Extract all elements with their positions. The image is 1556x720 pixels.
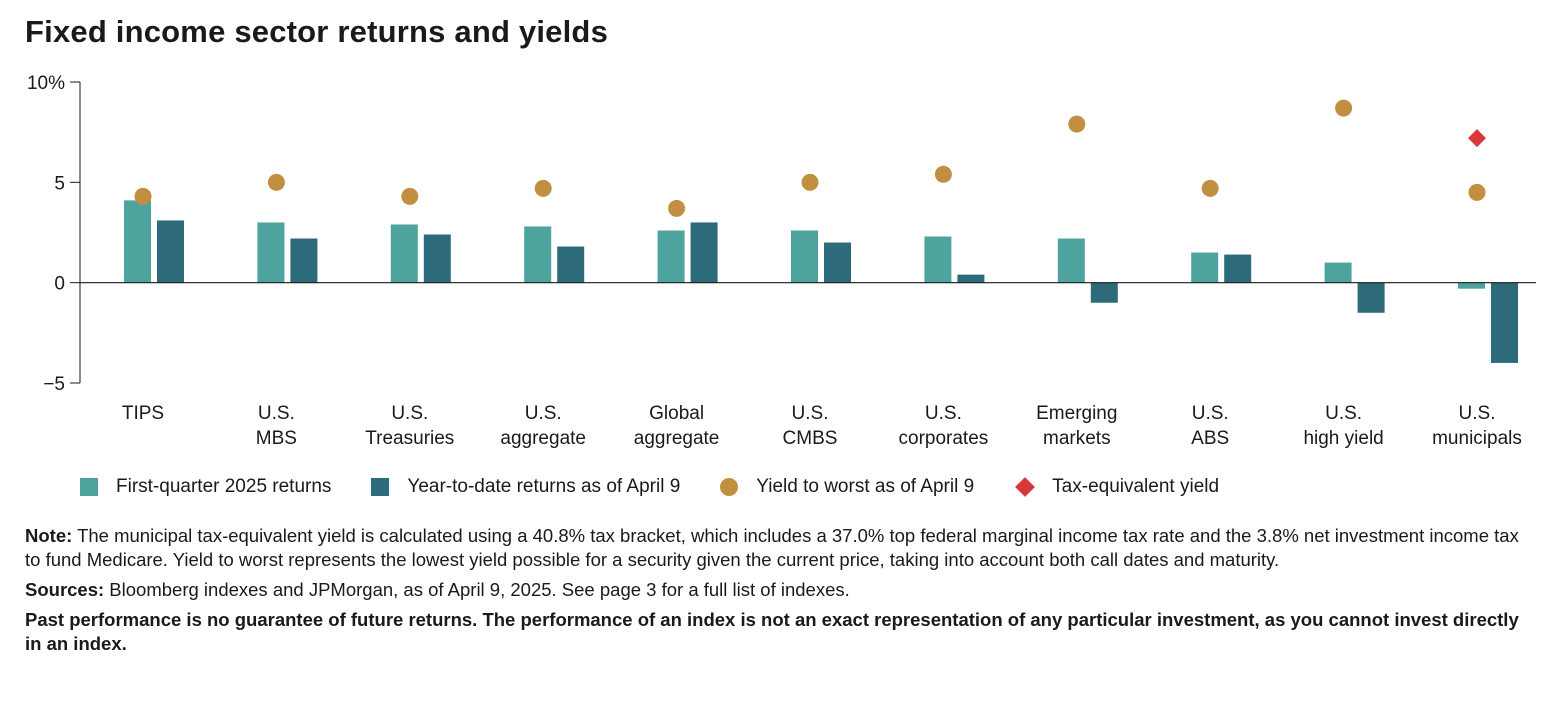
legend-swatch-q1 — [80, 478, 98, 496]
footnotes: Note: The municipal tax-equivalent yield… — [25, 524, 1525, 662]
note-text: The municipal tax-equivalent yield is ca… — [25, 525, 1519, 570]
legend-item-q1: First-quarter 2025 returns — [80, 476, 331, 498]
bar-ytd-returns — [157, 220, 184, 283]
y-tick-label: 0 — [54, 274, 65, 295]
point-yield-to-worst — [668, 199, 686, 217]
legend-swatch-ytd — [371, 478, 390, 496]
x-category-label: U.S. — [792, 403, 829, 424]
y-tick-label: −5 — [43, 374, 65, 395]
bar-ytd-returns — [1090, 282, 1118, 303]
point-yield-to-worst — [534, 179, 552, 197]
bar-q1-returns — [1191, 252, 1219, 283]
bar-q1-returns — [791, 230, 818, 283]
x-category-label: municipals — [1432, 428, 1522, 449]
bar-ytd-returns — [557, 246, 585, 283]
bar-ytd-returns — [423, 234, 451, 283]
bar-q1-returns — [924, 236, 952, 283]
x-category-label: U.S. — [258, 403, 295, 424]
bar-ytd-returns — [957, 274, 985, 283]
disclaimer-text: Past performance is no guarantee of futu… — [25, 609, 1519, 654]
bar-ytd-returns — [824, 242, 851, 283]
category-label-layer: TIPS U.S. MBS U.S. Treasuries U.S. aggregate Gl… — [122, 403, 1522, 449]
legend-item-ytd: Year-to-date returns as of April 9 — [371, 476, 680, 498]
bar-q1-returns — [1458, 282, 1485, 289]
legend-swatch-tey-diamond-icon — [1015, 477, 1036, 497]
bar-ytd-returns — [1224, 254, 1252, 283]
point-tax-equivalent-yield — [1468, 129, 1486, 148]
bar-q1-returns — [1324, 262, 1352, 283]
x-category-label: U.S. — [925, 403, 962, 424]
y-tick-label: 5 — [54, 173, 65, 194]
x-category-label: U.S. — [1325, 403, 1362, 424]
bar-ytd-returns — [690, 222, 718, 283]
x-category-label: Treasuries — [365, 428, 454, 449]
bar-ytd-returns — [1357, 282, 1385, 313]
x-category-label: Global — [649, 403, 704, 424]
x-category-label: MBS — [256, 428, 297, 449]
x-category-label: U.S. — [1192, 403, 1229, 424]
x-category-label: U.S. — [1459, 403, 1496, 424]
x-category-label: markets — [1043, 428, 1111, 449]
bar-q1-returns — [257, 222, 285, 283]
x-category-label: Emerging — [1036, 403, 1117, 424]
x-category-label: U.S. — [391, 403, 428, 424]
point-yield-to-worst — [1335, 99, 1353, 117]
legend-label-q1: First-quarter 2025 returns — [116, 476, 332, 497]
marker-layer — [80, 99, 1536, 284]
point-yield-to-worst — [1068, 115, 1086, 133]
x-category-label: high yield — [1303, 428, 1383, 449]
y-tick-label: 10% — [27, 73, 65, 94]
note-paragraph: Note: The municipal tax-equivalent yield… — [25, 524, 1525, 572]
x-category-label: CMBS — [783, 428, 838, 449]
point-yield-to-worst — [1201, 179, 1219, 197]
x-category-label: TIPS — [122, 403, 164, 424]
legend-swatch-yield-circle-icon — [720, 478, 739, 496]
bar-ytd-returns — [1491, 282, 1518, 363]
x-category-label: U.S. — [525, 403, 562, 424]
x-category-label: aggregate — [634, 428, 720, 449]
point-yield-to-worst — [934, 165, 952, 183]
axis-layer: 10% 5 0 −5 — [27, 73, 81, 395]
note-label: Note: — [25, 525, 73, 546]
legend-item-tey: Tax-equivalent yield — [1014, 476, 1219, 498]
legend-label-tey: Tax-equivalent yield — [1052, 476, 1220, 497]
legend: First-quarter 2025 returns Year-to-date … — [80, 474, 1259, 500]
legend-item-yield: Yield to worst as of April 9 — [720, 476, 974, 498]
bar-q1-returns — [657, 230, 685, 283]
bar-q1-returns — [124, 200, 151, 283]
sources-paragraph: Sources: Bloomberg indexes and JPMorgan,… — [25, 578, 1525, 602]
x-category-label: aggregate — [500, 428, 586, 449]
legend-label-ytd: Year-to-date returns as of April 9 — [407, 476, 681, 497]
sources-text: Bloomberg indexes and JPMorgan, as of Ap… — [104, 579, 850, 600]
x-category-label: ABS — [1191, 428, 1229, 449]
bar-q1-returns — [390, 224, 418, 283]
chart-title: Fixed income sector returns and yields — [25, 14, 609, 49]
chart-plot: 10% 5 0 −5 TIPS U.S. MBS U.S. Treasuries U.S. agg… — [27, 73, 1536, 449]
bar-layer — [124, 200, 1518, 363]
bar-q1-returns — [1057, 238, 1085, 283]
bar-q1-returns — [524, 226, 552, 283]
x-category-label: corporates — [899, 428, 989, 449]
point-yield-to-worst — [401, 187, 419, 205]
legend-label-yield: Yield to worst as of April 9 — [756, 476, 975, 497]
disclaimer-paragraph: Past performance is no guarantee of futu… — [25, 608, 1525, 656]
point-yield-to-worst — [1468, 183, 1486, 201]
bar-ytd-returns — [290, 238, 318, 283]
point-yield-to-worst — [134, 187, 152, 205]
point-yield-to-worst — [267, 173, 285, 191]
point-yield-to-worst — [801, 173, 819, 191]
sources-label: Sources: — [25, 579, 105, 600]
